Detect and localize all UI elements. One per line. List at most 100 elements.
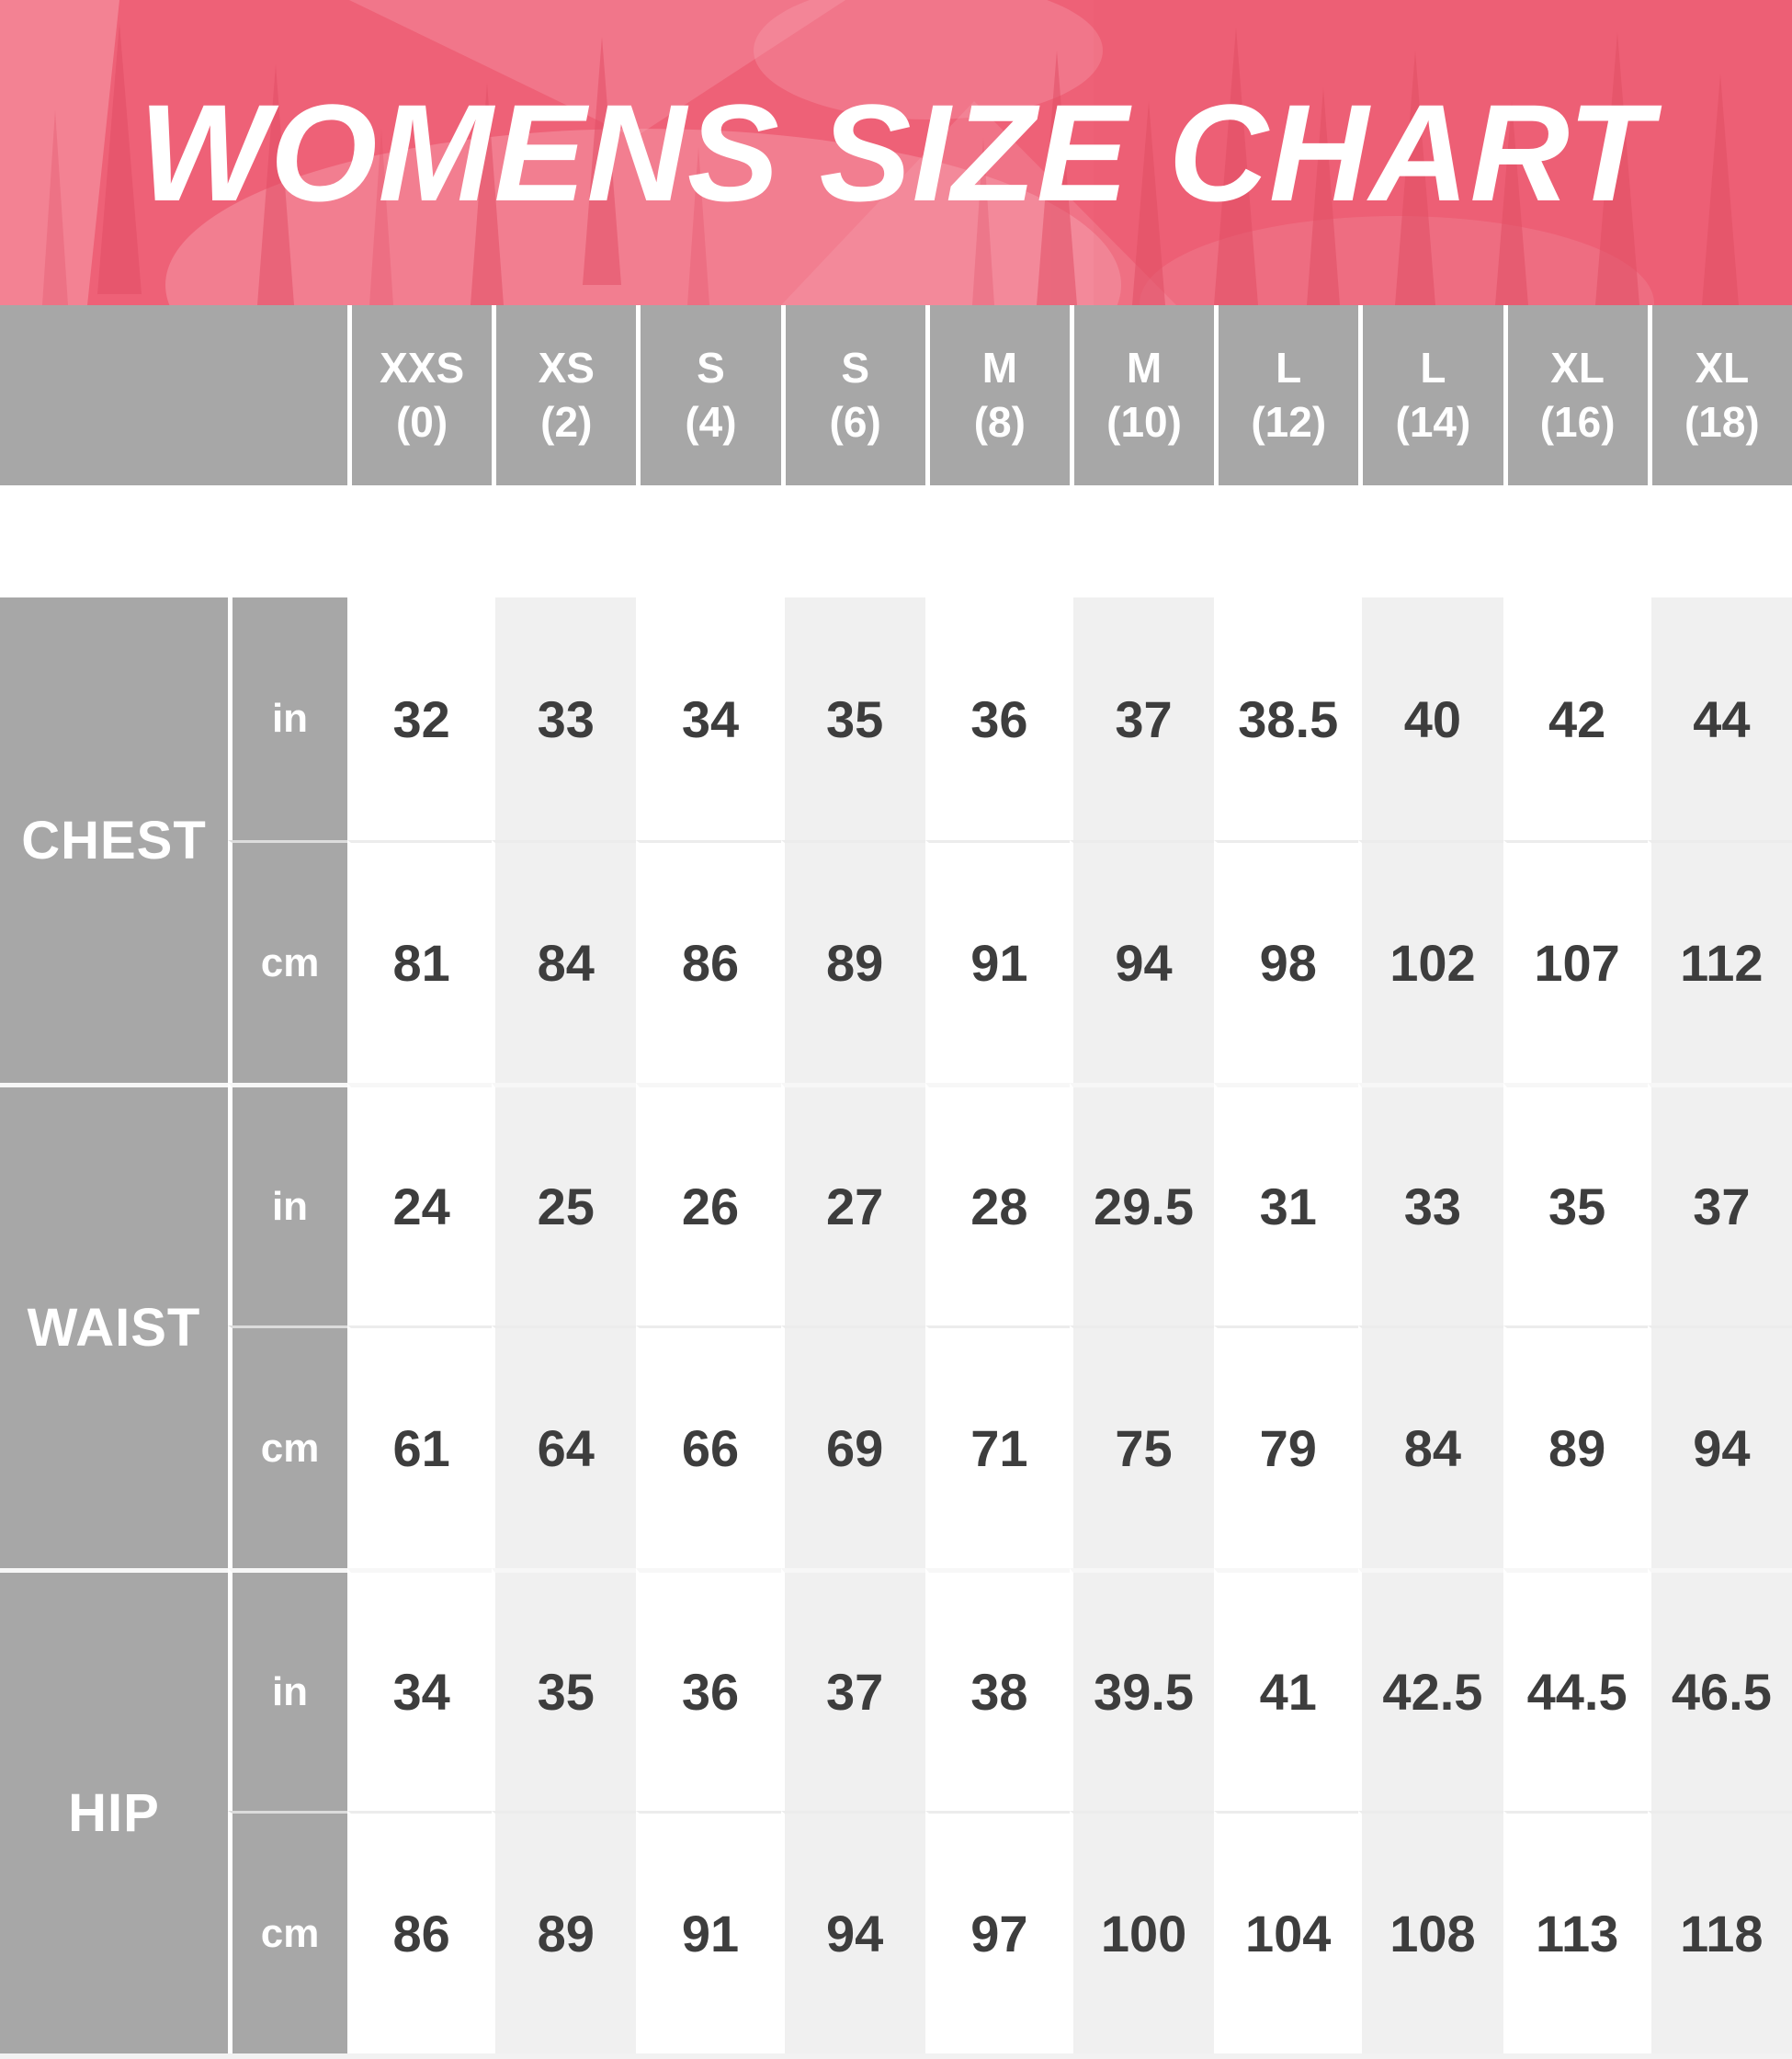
size-value-cell: 35 (492, 1568, 637, 1811)
unit-label: cm (228, 840, 348, 1083)
table-corner-cell (0, 305, 348, 485)
size-value-cell: 33 (492, 597, 637, 840)
hip-in-row: HIP in 34 35 36 37 38 39.5 41 42.5 44.5 … (0, 1568, 1792, 2053)
size-value-cell: 104 (1214, 1811, 1359, 2053)
size-label: S (697, 344, 725, 392)
size-value-cell: 35 (780, 597, 925, 840)
size-header-row: XXS (0) XS (2) S (4) S (6) M (8) M (10) L (12) … (0, 305, 1792, 485)
size-value-cell: 34 (636, 597, 781, 840)
chest-cm-row: cm 81 84 86 89 91 94 98 102 107 112 (0, 840, 1792, 1083)
unit-label: cm (228, 1811, 348, 2053)
size-value-cell: 24 (347, 1083, 493, 1325)
hip-cm-row: cm 86 89 91 94 97 100 104 108 113 118 (0, 1811, 1792, 2053)
size-column-header-xl-16: XL (16) (1503, 305, 1648, 485)
size-value-cell: 100 (1069, 1811, 1215, 2053)
size-column-header-s-4: S (4) (636, 305, 781, 485)
size-value-cell: 107 (1503, 840, 1648, 1083)
size-value-cell: 44.5 (1503, 1568, 1648, 1811)
page-title: WOMENS SIZE CHART (139, 74, 1653, 230)
size-value-cell: 40 (1358, 597, 1503, 840)
size-value-cell: 102 (1358, 840, 1503, 1083)
size-value-cell: 27 (780, 1083, 925, 1325)
size-value-cell: 89 (492, 1811, 637, 2053)
section-label-waist: WAIST (0, 1083, 229, 1568)
size-value-cell: 94 (1069, 840, 1215, 1083)
size-number: (10) (1106, 398, 1182, 446)
size-value-cell: 42.5 (1358, 1568, 1503, 1811)
size-value-cell: 75 (1069, 1325, 1215, 1568)
waist-cm-row: cm 61 64 66 69 71 75 79 84 89 94 (0, 1325, 1792, 1568)
size-number: (18) (1684, 398, 1760, 446)
size-value-cell: 89 (780, 840, 925, 1083)
size-column-header-s-6: S (6) (780, 305, 925, 485)
size-label: S (841, 344, 870, 392)
size-value-cell: 42 (1503, 597, 1648, 840)
size-value-cell: 69 (780, 1325, 925, 1568)
size-value-cell: 35 (1503, 1083, 1648, 1325)
size-label: XL (1695, 344, 1750, 392)
size-number: (14) (1395, 398, 1471, 446)
waist-in-row: WAIST in 24 25 26 27 28 29.5 31 33 35 37 (0, 1083, 1792, 1568)
size-value-cell: 34 (347, 1568, 493, 1811)
size-number: (2) (540, 398, 593, 446)
size-label: XL (1550, 344, 1605, 392)
size-value-cell: 86 (347, 1811, 493, 2053)
size-value-cell: 29.5 (1069, 1083, 1215, 1325)
size-column-header-xl-18: XL (18) (1647, 305, 1792, 485)
size-value-cell: 113 (1503, 1811, 1648, 2053)
size-chart-table: XXS (0) XS (2) S (4) S (6) M (8) M (10) L (12) … (0, 305, 1792, 2053)
section-label-hip: HIP (0, 1568, 229, 2053)
size-value-cell: 84 (492, 840, 637, 1083)
spacer-row (0, 485, 1792, 597)
size-number: (4) (685, 398, 737, 446)
size-column-header-xxs-0: XXS (0) (347, 305, 493, 485)
size-value-cell: 84 (1358, 1325, 1503, 1568)
size-value-cell: 31 (1214, 1083, 1359, 1325)
size-value-cell: 98 (1214, 840, 1359, 1083)
size-value-cell: 108 (1358, 1811, 1503, 2053)
size-label: XXS (380, 344, 465, 392)
size-value-cell: 94 (1647, 1325, 1792, 1568)
size-value-cell: 79 (1214, 1325, 1359, 1568)
size-value-cell: 86 (636, 840, 781, 1083)
size-label: M (981, 344, 1018, 392)
size-label: L (1276, 344, 1302, 392)
size-value-cell: 81 (347, 840, 493, 1083)
unit-label: in (228, 1568, 348, 1811)
size-value-cell: 89 (1503, 1325, 1648, 1568)
size-value-cell: 118 (1647, 1811, 1792, 2053)
size-value-cell: 91 (636, 1811, 781, 2053)
size-number: (12) (1251, 398, 1327, 446)
size-number: (6) (829, 398, 881, 446)
size-value-cell: 39.5 (1069, 1568, 1215, 1811)
unit-label: cm (228, 1325, 348, 1568)
size-number: (16) (1539, 398, 1616, 446)
size-number: (8) (973, 398, 1026, 446)
size-column-header-l-14: L (14) (1358, 305, 1503, 485)
size-value-cell: 37 (1069, 597, 1215, 840)
size-number: (0) (395, 398, 448, 446)
size-label: M (1126, 344, 1163, 392)
size-label: L (1420, 344, 1446, 392)
size-value-cell: 32 (347, 597, 493, 840)
size-value-cell: 91 (924, 840, 1070, 1083)
size-value-cell: 64 (492, 1325, 637, 1568)
size-column-header-l-12: L (12) (1214, 305, 1359, 485)
size-value-cell: 44 (1647, 597, 1792, 840)
chest-in-row: CHEST in 32 33 34 35 36 37 38.5 40 42 44 (0, 597, 1792, 1083)
size-value-cell: 33 (1358, 1083, 1503, 1325)
size-value-cell: 97 (924, 1811, 1070, 2053)
size-value-cell: 38.5 (1214, 597, 1359, 840)
unit-label: in (228, 597, 348, 840)
size-value-cell: 37 (780, 1568, 925, 1811)
size-value-cell: 38 (924, 1568, 1070, 1811)
size-column-header-m-8: M (8) (924, 305, 1070, 485)
size-value-cell: 37 (1647, 1083, 1792, 1325)
size-label: XS (538, 344, 595, 392)
size-value-cell: 41 (1214, 1568, 1359, 1811)
unit-label: in (228, 1083, 348, 1325)
size-value-cell: 26 (636, 1083, 781, 1325)
size-value-cell: 71 (924, 1325, 1070, 1568)
size-value-cell: 28 (924, 1083, 1070, 1325)
